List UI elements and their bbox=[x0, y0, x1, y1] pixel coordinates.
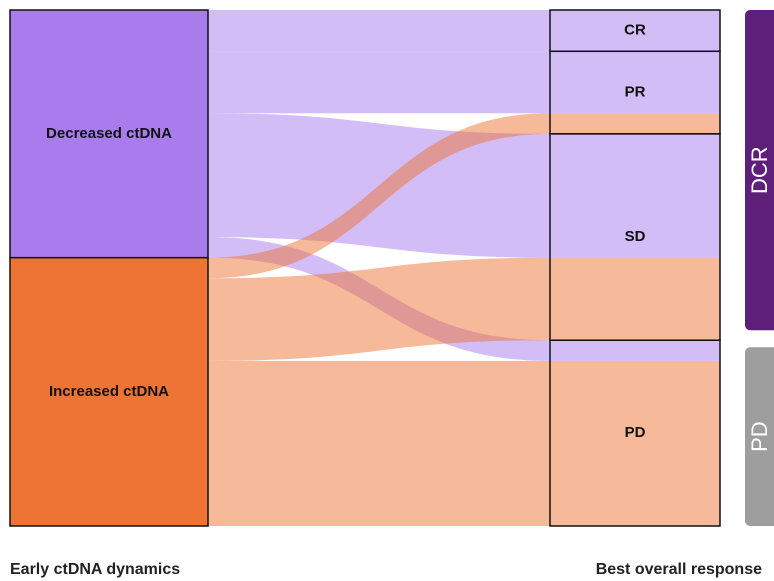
flow bbox=[208, 360, 720, 526]
flow bbox=[208, 10, 720, 52]
node-label: Increased ctDNA bbox=[49, 383, 169, 400]
left-node bbox=[9, 9, 209, 259]
flow bbox=[208, 113, 720, 279]
group-bar bbox=[745, 347, 774, 526]
x-label-right: Best overall response bbox=[596, 561, 762, 578]
node-label: Decreased ctDNA bbox=[46, 125, 172, 142]
flow bbox=[208, 257, 720, 361]
node-label: PD bbox=[625, 424, 646, 441]
group-bar bbox=[745, 10, 774, 331]
flow bbox=[208, 51, 720, 114]
flow bbox=[208, 237, 720, 361]
group-label: DCR bbox=[747, 146, 772, 194]
node-label: CR bbox=[624, 22, 646, 39]
node-label: SD bbox=[625, 228, 646, 245]
node-label: PR bbox=[625, 84, 646, 101]
x-label-left: Early ctDNA dynamics bbox=[10, 561, 180, 578]
left-node bbox=[9, 256, 209, 527]
right-node bbox=[549, 339, 721, 527]
group-label: PD bbox=[747, 421, 772, 452]
